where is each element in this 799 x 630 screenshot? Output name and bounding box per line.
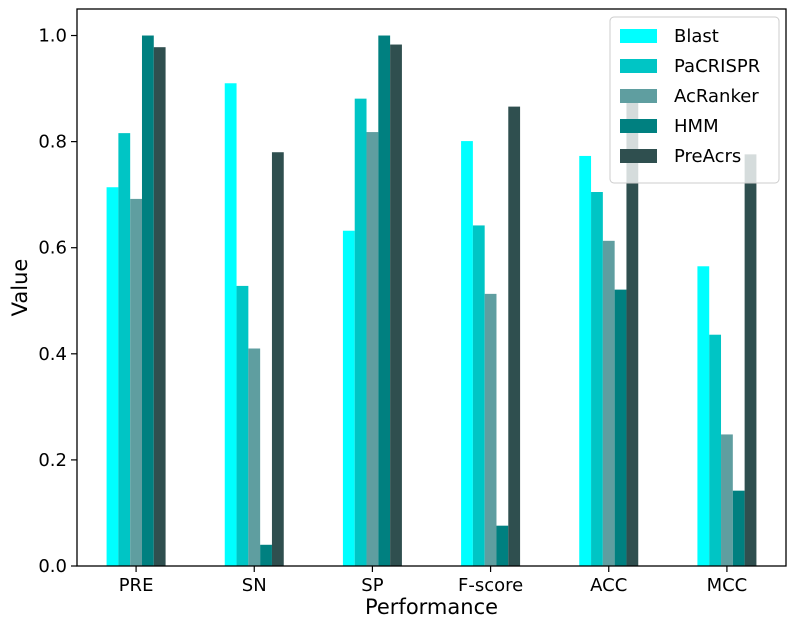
bar-blast-acc: [579, 155, 592, 566]
bar-blast-sp: [342, 230, 355, 567]
x-tick-label: ACC: [590, 575, 627, 596]
y-tick-label: 0.4: [38, 344, 67, 365]
legend-label-blast: Blast: [674, 26, 719, 47]
bars-group: [106, 35, 757, 567]
bar-blast-f-score: [461, 141, 473, 566]
y-axis: 0.0 0.2 0.4 0.6 0.8 1.0: [38, 26, 77, 577]
y-axis-label: Value: [8, 259, 32, 317]
bar-blast-pre: [106, 187, 119, 567]
bar-preacrs-sn: [271, 152, 284, 567]
x-axis: PRE SN SP F-score ACC MCC: [119, 566, 748, 596]
legend-swatch-pacrispr: [620, 59, 657, 73]
bar-pacrispr-pre: [118, 133, 131, 566]
bar-preacrs-f-score: [508, 106, 521, 567]
bar-pacrispr-sp: [354, 98, 367, 567]
bar-acranker-acc: [602, 240, 615, 566]
bar-hmm-f-score: [496, 525, 509, 566]
bar-acranker-f-score: [484, 293, 497, 566]
legend-swatch-acranker: [620, 89, 657, 103]
y-tick-label: 0.0: [38, 556, 67, 577]
bar-hmm-pre: [141, 35, 154, 566]
bar-preacrs-sp: [390, 44, 402, 567]
x-tick-label: MCC: [707, 575, 748, 596]
x-tick-label: PRE: [119, 575, 154, 596]
bar-hmm-mcc: [732, 490, 745, 566]
bar-pacrispr-mcc: [709, 334, 722, 566]
legend-label-preacrs: PreAcrs: [674, 146, 741, 167]
bar-preacrs-pre: [153, 47, 166, 566]
bar-blast-sn: [224, 83, 237, 567]
bar-acranker-mcc: [721, 434, 733, 566]
legend-swatch-preacrs: [620, 149, 657, 163]
y-tick-label: 0.8: [38, 132, 67, 153]
legend-swatch-hmm: [620, 119, 657, 133]
bar-acranker-sp: [366, 132, 379, 566]
bar-preacrs-mcc: [744, 154, 757, 566]
bar-pacrispr-f-score: [472, 225, 485, 566]
legend-label-hmm: HMM: [674, 116, 719, 137]
y-tick-label: 0.2: [38, 450, 67, 471]
x-tick-label: SN: [242, 575, 267, 596]
bar-blast-mcc: [697, 266, 710, 566]
legend-swatch-blast: [620, 29, 657, 43]
bar-hmm-sn: [260, 544, 272, 566]
y-tick-label: 1.0: [38, 26, 67, 47]
x-tick-label: F-score: [458, 575, 523, 596]
bar-acranker-sn: [248, 348, 261, 566]
bar-acranker-pre: [130, 198, 142, 566]
x-tick-label: SP: [361, 575, 383, 596]
y-tick-label: 0.6: [38, 238, 67, 259]
x-axis-label: Performance: [365, 595, 498, 619]
bar-pacrispr-sn: [236, 285, 249, 566]
bar-pacrispr-acc: [591, 192, 603, 566]
bar-preacrs-acc: [626, 99, 639, 567]
bar-hmm-acc: [614, 289, 627, 566]
legend: Blast PaCRISPR AcRanker HMM PreAcrs: [609, 16, 780, 184]
bar-hmm-sp: [378, 35, 391, 566]
plot-frame: [76, 8, 787, 567]
legend-box: [609, 16, 780, 184]
legend-label-pacrispr: PaCRISPR: [674, 56, 760, 77]
legend-label-acranker: AcRanker: [674, 86, 759, 107]
